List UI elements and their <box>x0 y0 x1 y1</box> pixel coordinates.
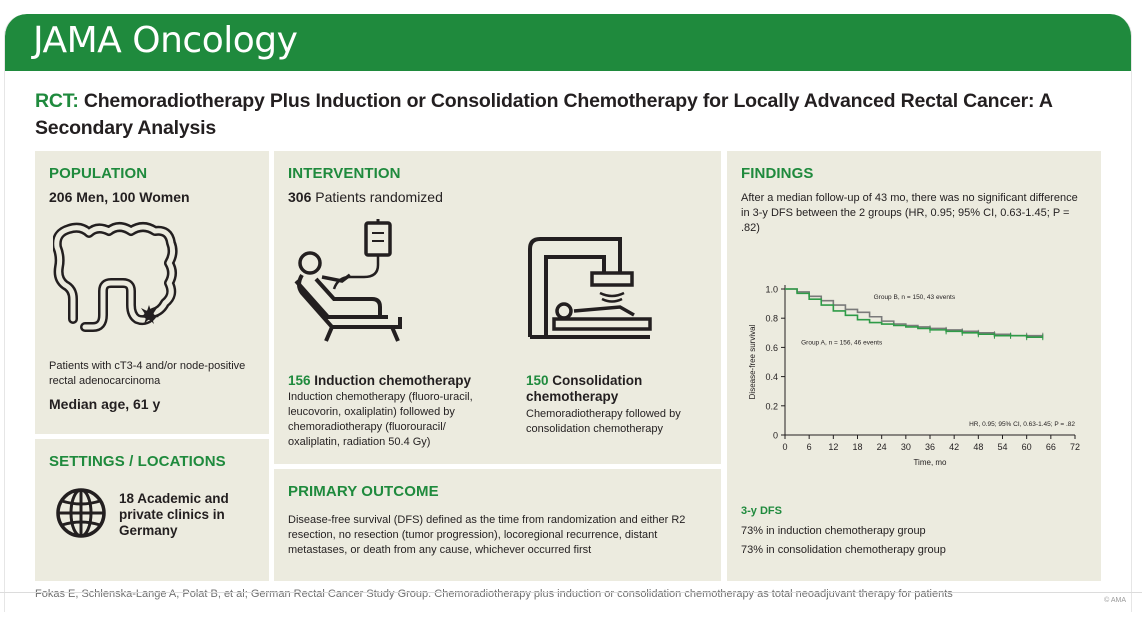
population-panel: POPULATION 206 Men, 100 Women Patients w… <box>35 151 269 434</box>
x-tick-label: 60 <box>1022 442 1032 452</box>
settings-heading: SETTINGS / LOCATIONS <box>49 453 226 470</box>
arm-b-title: 150 Consolidation chemotherapy <box>526 373 706 405</box>
population-heading: POPULATION <box>49 165 148 182</box>
primary-outcome-heading: PRIMARY OUTCOME <box>288 483 439 500</box>
arm-a-count: 156 <box>288 373 311 388</box>
arm-a-description: Induction chemotherapy (fluoro-uracil, l… <box>288 391 473 448</box>
primary-outcome-panel: PRIMARY OUTCOME Disease-free survival (D… <box>274 469 721 581</box>
headline-title: Chemoradiotherapy Plus Induction or Cons… <box>35 90 1052 139</box>
y-tick-label: 0.8 <box>765 314 778 324</box>
y-tick-label: 0 <box>773 431 778 441</box>
series-label-group-a: Group A, n = 156, 46 events <box>801 339 883 346</box>
randomized-label: Patients randomized <box>315 189 443 205</box>
arm-b: 150 Consolidation chemotherapy Chemoradi… <box>526 373 706 437</box>
x-axis-label: Time, mo <box>913 458 947 467</box>
brand-mark: © AMA <box>1104 597 1126 604</box>
dfs-induction: 73% in induction chemotherapy group <box>741 525 926 537</box>
settings-text: 18 Academic and private clinics in Germa… <box>119 491 229 538</box>
dfs-heading: 3-y DFS <box>741 505 782 517</box>
x-tick-label: 48 <box>973 442 983 452</box>
findings-panel: FINDINGS After a median follow-up of 43 … <box>727 151 1101 581</box>
arm-a-title: 156 Induction chemotherapy <box>288 373 488 388</box>
journal-banner: JAMA Oncology <box>5 14 1131 71</box>
intervention-randomized: 306 Patients randomized <box>288 189 443 205</box>
x-tick-label: 30 <box>901 442 911 452</box>
journal-title: JAMA Oncology <box>33 20 298 61</box>
headline: RCT: Chemoradiotherapy Plus Induction or… <box>35 88 1115 142</box>
footer-divider <box>0 592 1142 593</box>
headline-prefix: RCT: <box>35 90 79 112</box>
findings-heading: FINDINGS <box>741 165 814 182</box>
y-axis-label: Disease-free survival <box>748 324 757 399</box>
x-tick-label: 54 <box>997 442 1007 452</box>
intervention-panel: INTERVENTION 306 Patients randomized <box>274 151 721 464</box>
x-tick-label: 12 <box>828 442 838 452</box>
x-tick-label: 24 <box>877 442 887 452</box>
settings-panel: SETTINGS / LOCATIONS 18 Academic and pri… <box>35 439 269 581</box>
colon-icon <box>53 222 178 332</box>
dfs-consolidation: 73% in consolidation chemotherapy group <box>741 544 946 556</box>
x-tick-label: 36 <box>925 442 935 452</box>
x-tick-label: 72 <box>1070 442 1080 452</box>
arm-b-description: Chemoradiotherapy followed by consolidat… <box>526 408 681 435</box>
globe-icon <box>56 488 106 538</box>
population-summary: 206 Men, 100 Women <box>49 189 190 205</box>
y-tick-label: 1.0 <box>765 285 778 295</box>
x-tick-label: 0 <box>782 442 787 452</box>
x-tick-label: 66 <box>1046 442 1056 452</box>
randomized-count: 306 <box>288 189 312 205</box>
intervention-heading: INTERVENTION <box>288 165 401 182</box>
km-chart: 0 0.2 0.4 0.6 0.8 1.0 0 6 12 18 24 30 36 42 48 54 60 66 72… <box>748 285 1080 468</box>
infographic-card: JAMA Oncology RCT: Chemoradiotherapy Plu… <box>4 14 1132 612</box>
y-tick-label: 0.4 <box>765 372 778 382</box>
primary-outcome-text: Disease-free survival (DFS) defined as t… <box>288 514 686 556</box>
findings-text: After a median follow-up of 43 mo, there… <box>741 192 1078 234</box>
arm-b-count: 150 <box>526 373 549 388</box>
population-criteria: Patients with cT3-4 and/or node-positive… <box>49 360 246 387</box>
series-label-group-b: Group B, n = 150, 43 events <box>874 294 956 301</box>
citation: Fokas E, Schlenska-Lange A, Polat B, et … <box>35 588 953 600</box>
x-tick-label: 42 <box>949 442 959 452</box>
hr-annotation: HR, 0.95; 95% CI, 0.63-1.45; P = .82 <box>969 421 1075 428</box>
population-median-age: Median age, 61 y <box>49 396 161 412</box>
arm-a-name: Induction chemotherapy <box>314 373 472 388</box>
x-tick-label: 6 <box>807 442 812 452</box>
arm-a: 156 Induction chemotherapy Induction che… <box>288 373 488 450</box>
y-tick-label: 0.6 <box>765 343 778 353</box>
y-tick-label: 0.2 <box>765 401 778 411</box>
arm-b-name: Consolidation chemotherapy <box>526 373 643 404</box>
radiotherapy-machine-icon <box>528 237 652 339</box>
iv-infusion-patient-icon <box>294 219 402 342</box>
x-tick-label: 18 <box>852 442 862 452</box>
